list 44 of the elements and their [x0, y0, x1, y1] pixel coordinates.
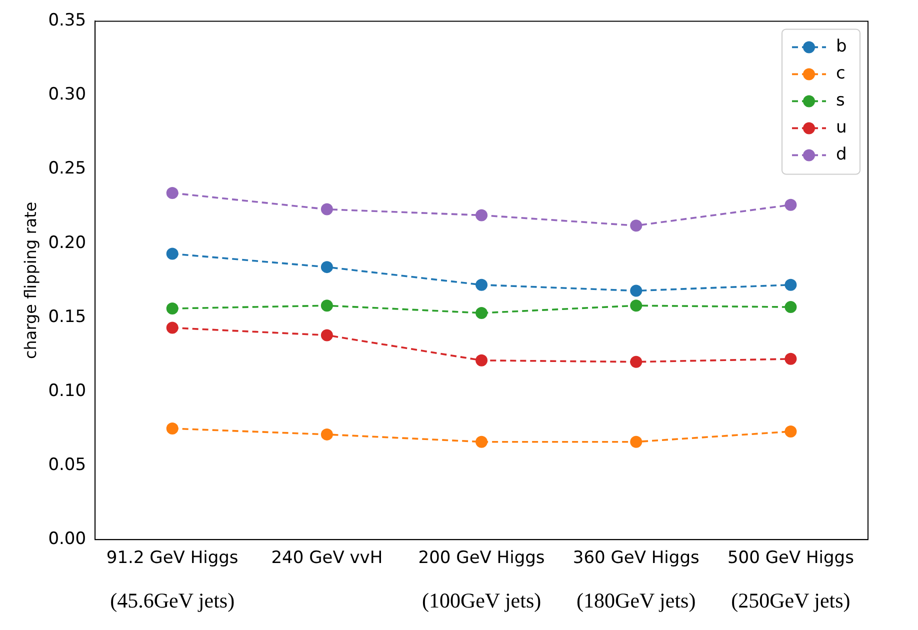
point	[320, 300, 333, 312]
legend-label: d	[836, 144, 847, 165]
y-tick-label: 0.15	[48, 306, 86, 327]
category-label: 360 GeV Higgs (180GeV jets)	[572, 548, 700, 613]
point	[630, 436, 642, 448]
legend-label: s	[836, 90, 845, 111]
point	[166, 422, 178, 435]
legend-label: u	[836, 118, 847, 138]
point	[476, 306, 488, 319]
y-axis-title: charge flipping rate	[20, 202, 40, 360]
point	[476, 354, 488, 366]
legend-label: b	[836, 36, 847, 57]
point	[784, 301, 797, 314]
point	[630, 300, 642, 312]
point	[476, 436, 488, 448]
y-tick-label: 0.35	[48, 10, 86, 31]
category-label: 91.2 GeV Higgs (45.6GeV jets)	[106, 548, 238, 613]
y-tick-label: 0.30	[48, 84, 86, 105]
y-tick-label: 0.10	[48, 380, 86, 401]
category-label: 200 GeV Higgs (100GeV jets)	[418, 548, 545, 613]
point	[166, 187, 178, 200]
point	[630, 220, 642, 232]
y-tick-label: 0.25	[48, 158, 86, 179]
point	[476, 278, 488, 291]
point	[784, 198, 797, 211]
point	[320, 329, 333, 342]
y-tick-label: 0.05	[48, 454, 86, 475]
point	[630, 356, 642, 368]
point	[476, 209, 488, 222]
y-tick-label: 0.00	[48, 529, 86, 550]
point	[166, 322, 178, 334]
y-tick-label: 0.20	[48, 232, 86, 253]
point	[320, 203, 333, 216]
point	[166, 302, 178, 315]
point	[630, 284, 642, 297]
point	[784, 278, 797, 291]
point	[784, 352, 797, 365]
point	[784, 425, 797, 438]
category-label: 500 GeV Higgs (250GeV jets)	[727, 548, 854, 613]
x-tick-label: 240 GeV vvH	[271, 548, 383, 568]
point	[320, 428, 333, 440]
legend-label: c	[836, 64, 846, 84]
point	[166, 248, 178, 260]
point	[320, 261, 333, 274]
